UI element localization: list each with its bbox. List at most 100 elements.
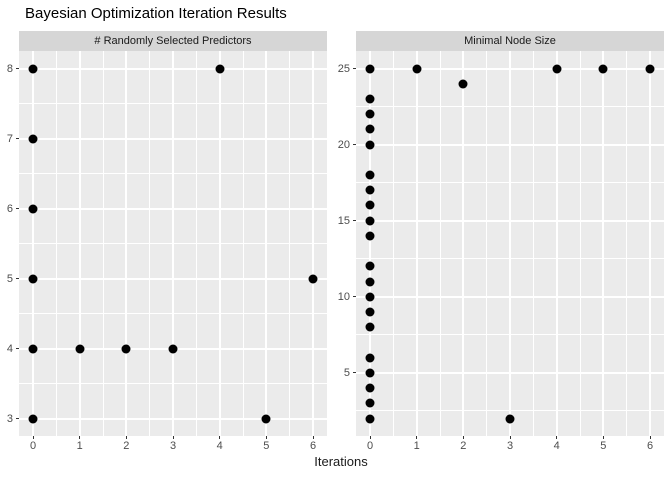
data-point — [365, 398, 375, 408]
x-tick-label: 5 — [600, 440, 607, 452]
data-point — [458, 79, 468, 89]
x-axis-tick — [602, 436, 604, 439]
data-point — [365, 231, 375, 241]
y-axis-tick — [16, 278, 19, 279]
data-point — [505, 414, 515, 423]
data-point — [308, 274, 318, 283]
facet-minimal-node-size: Minimal Node Size 5 10 15 20 25 0 1 2 3 4 5 6 — [338, 0, 664, 480]
facet-strip-label: Minimal Node Size — [356, 31, 664, 51]
x-axis-tick — [312, 436, 314, 439]
gridline-major-horizontal — [19, 137, 327, 140]
gridline-major-vertical — [555, 51, 558, 436]
gridline-major-vertical — [369, 51, 371, 436]
gridline-major-vertical — [415, 51, 418, 436]
y-axis-tick — [16, 348, 19, 349]
x-axis-tick — [462, 436, 464, 439]
data-point — [28, 344, 38, 353]
facet-strip-text: Minimal Node Size — [464, 35, 556, 47]
y-axis-tick — [16, 138, 19, 139]
gridline-major-vertical — [265, 51, 268, 436]
gridline-major-horizontal — [356, 371, 664, 374]
y-axis-tick — [353, 220, 356, 222]
y-tick-label: 6 — [6, 202, 13, 215]
y-axis-tick — [16, 208, 19, 209]
facet-randomly-selected-predictors: # Randomly Selected Predictors 3 4 5 6 7 8 0 1 2… — [7, 0, 327, 480]
x-tick-label: 3 — [169, 440, 177, 452]
gridline-major-horizontal — [19, 277, 327, 280]
y-axis-tick — [16, 68, 19, 69]
data-point — [645, 64, 655, 73]
x-tick-label: 4 — [216, 440, 223, 452]
data-point — [365, 307, 375, 317]
y-tick-label: 7 — [6, 132, 13, 145]
gridline-minor-vertical — [392, 51, 394, 436]
panel-minimal-node-size — [356, 51, 664, 436]
data-point — [365, 368, 375, 378]
gridline-major-vertical — [218, 51, 221, 436]
plot-title: Bayesian Optimization Iteration Results — [25, 5, 287, 22]
data-point — [365, 124, 375, 134]
data-point — [28, 134, 38, 143]
facet-strip-label: # Randomly Selected Predictors — [19, 31, 327, 51]
gridline-major-horizontal — [19, 67, 327, 70]
data-point — [168, 344, 178, 353]
x-axis-tick — [219, 436, 221, 439]
x-axis-tick — [79, 436, 81, 439]
gridline-major-horizontal — [356, 219, 664, 222]
gridline-major-horizontal — [19, 207, 327, 210]
x-axis-tick — [125, 436, 127, 439]
data-point — [365, 64, 375, 73]
y-axis-tick — [353, 144, 356, 146]
x-axis-tick — [509, 436, 511, 439]
y-axis-tick — [16, 418, 19, 419]
y-tick-label: 20 — [337, 138, 350, 151]
data-point — [598, 64, 608, 73]
x-tick-label: 6 — [309, 440, 317, 452]
gridline-minor-vertical — [532, 51, 534, 436]
panel-randomly-selected-predictors — [19, 51, 327, 436]
facet-strip-text: # Randomly Selected Predictors — [94, 35, 252, 47]
data-point — [28, 274, 38, 283]
data-point — [365, 277, 375, 287]
gridline-major-vertical — [312, 51, 314, 436]
gridline-major-vertical — [462, 51, 465, 436]
x-tick-label: 3 — [506, 440, 514, 452]
gridline-major-vertical — [172, 51, 174, 436]
x-tick-label: 1 — [76, 440, 83, 452]
gridline-major-horizontal — [356, 143, 664, 146]
gridline-major-vertical — [78, 51, 81, 436]
data-point — [365, 109, 375, 119]
data-point — [365, 383, 375, 393]
data-point — [365, 140, 375, 150]
data-point — [28, 64, 38, 73]
x-axis-tick — [265, 436, 267, 439]
y-axis-tick — [353, 372, 356, 374]
x-tick-label: 0 — [366, 440, 374, 452]
gridline-major-horizontal — [356, 295, 664, 298]
x-axis-tick — [556, 436, 558, 439]
x-axis-tick — [369, 436, 371, 439]
gridline-minor-vertical — [579, 51, 581, 436]
data-point — [365, 200, 375, 210]
y-tick-label: 5 — [343, 366, 350, 379]
x-tick-label: 6 — [646, 440, 654, 452]
data-point — [412, 64, 422, 73]
gridline-minor-vertical — [486, 51, 488, 436]
data-point — [28, 414, 38, 423]
y-tick-label: 25 — [337, 62, 350, 75]
x-axis-tick — [32, 436, 34, 439]
gridline-minor-vertical — [626, 51, 628, 436]
y-tick-label: 8 — [6, 62, 13, 75]
x-tick-label: 4 — [553, 440, 560, 452]
data-point — [261, 414, 271, 423]
x-axis-title: Iterations — [314, 454, 368, 469]
y-tick-label: 10 — [337, 290, 350, 303]
data-point — [365, 261, 375, 271]
gridline-minor-vertical — [439, 51, 441, 436]
data-point — [365, 170, 375, 180]
data-point — [365, 94, 375, 104]
gridline-major-vertical — [32, 51, 34, 436]
gridline-major-vertical — [125, 51, 128, 436]
y-axis-tick — [353, 68, 356, 69]
